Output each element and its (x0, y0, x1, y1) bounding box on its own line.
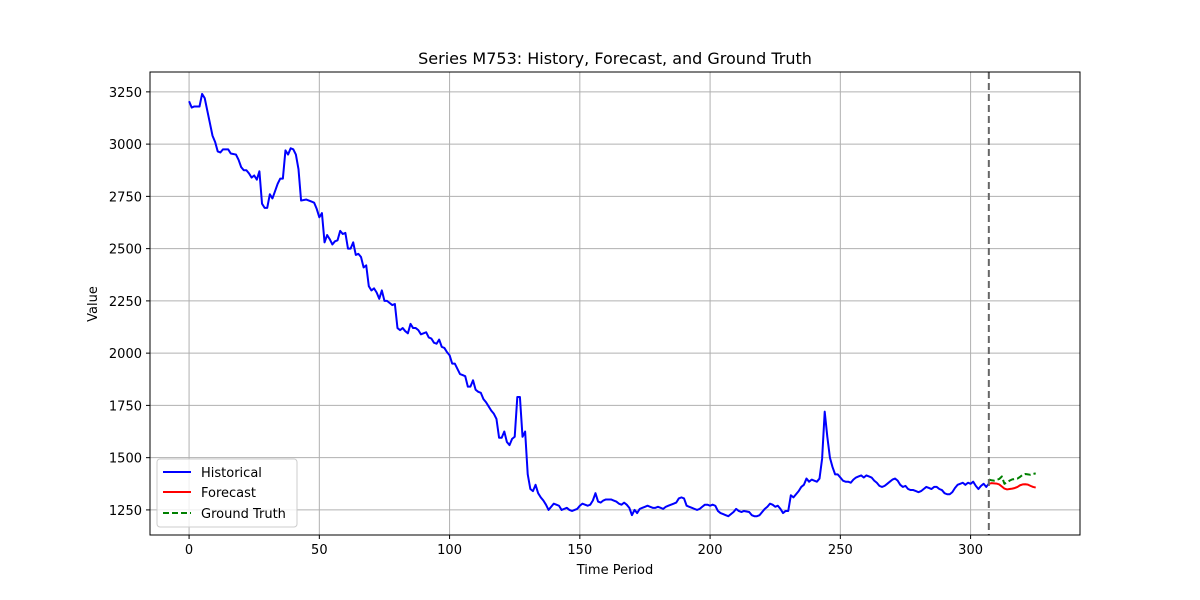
chart-title: Series M753: History, Forecast, and Grou… (418, 49, 812, 68)
x-tick-label: 250 (828, 543, 853, 558)
legend-label-forecast: Forecast (201, 486, 256, 501)
grid-lines (150, 72, 1080, 535)
legend-label-ground-truth: Ground Truth (201, 507, 286, 522)
y-tick-label: 1750 (109, 399, 142, 414)
x-tick-label: 50 (311, 543, 328, 558)
legend-label-historical: Historical (201, 466, 262, 481)
series-line-ground-truth (988, 472, 1036, 485)
y-tick-label: 2000 (109, 347, 142, 362)
x-tick-label: 100 (437, 543, 462, 558)
plot-frame (149, 71, 1081, 536)
series-layer (188, 72, 1036, 535)
y-tick-label: 3000 (109, 138, 142, 153)
legend-box (156, 458, 298, 528)
y-tick-label: 2750 (109, 190, 142, 205)
y-tick-label: 2500 (109, 243, 142, 258)
x-tick-label: 0 (185, 543, 193, 558)
series-line-historical (188, 92, 990, 518)
axis-ticks: 0 50 100 150 200 250 300 1250 1500 1750 2000 2250 25… (109, 86, 983, 558)
legend: Historical Forecast Ground Truth (156, 458, 298, 528)
y-tick-label: 2250 (109, 295, 142, 310)
y-tick-label: 3250 (109, 86, 142, 101)
y-axis-title: Value (86, 286, 101, 322)
x-tick-label: 150 (567, 543, 592, 558)
x-axis-title: Time Period (576, 563, 653, 578)
series-line-forecast (988, 482, 1036, 491)
x-tick-label: 200 (698, 543, 723, 558)
x-tick-label: 300 (958, 543, 983, 558)
y-tick-label: 1500 (109, 452, 142, 467)
y-tick-label: 1250 (109, 504, 142, 519)
